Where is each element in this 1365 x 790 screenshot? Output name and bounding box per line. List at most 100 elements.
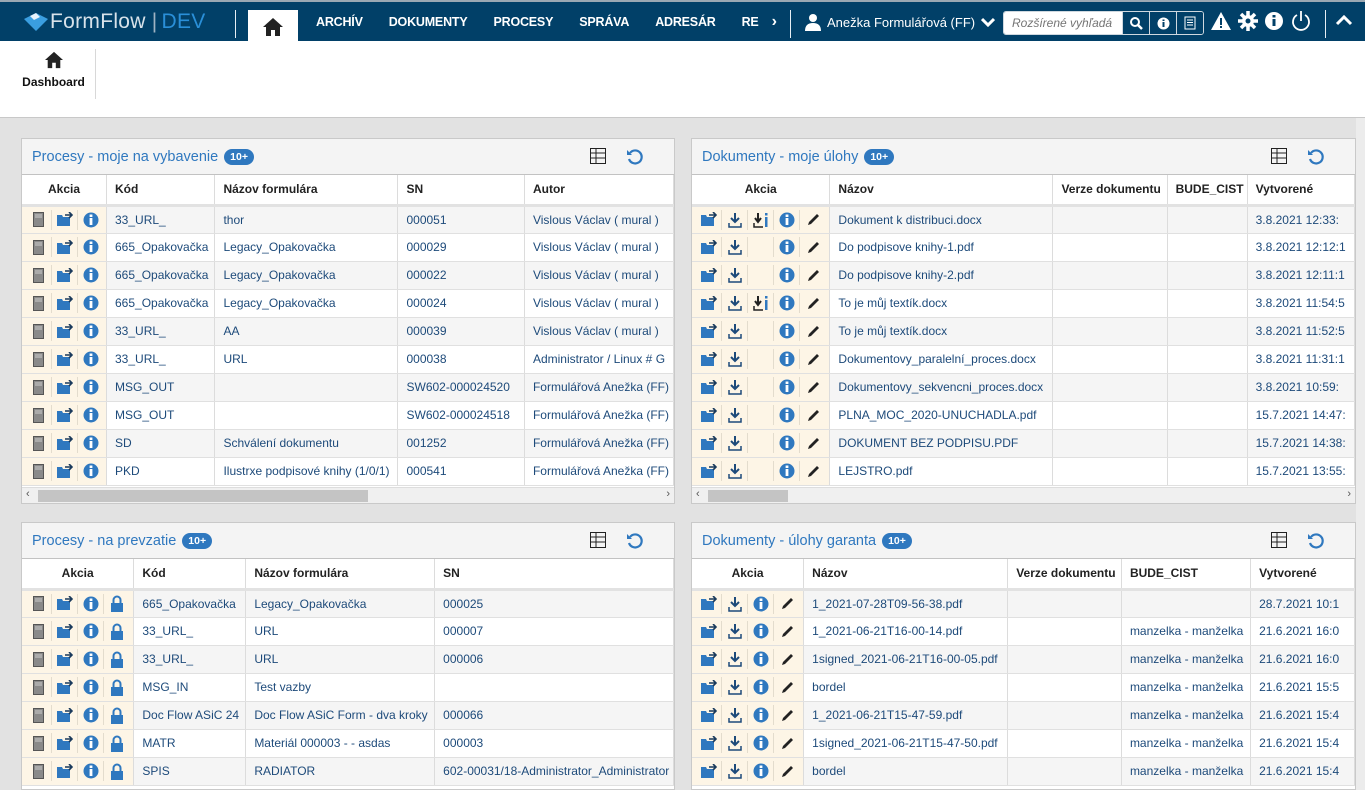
folder-swap-icon[interactable]	[52, 705, 78, 725]
table-row[interactable]: SD Schválení dokumentu 001252 Formulářová A…	[22, 429, 674, 458]
table-cell[interactable]: 1_2021-06-21T16-00-14.pdf	[803, 617, 1009, 646]
refresh-icon[interactable]	[626, 148, 644, 166]
folder-swap-icon[interactable]	[52, 593, 78, 614]
table-row[interactable]: MSG_OUT SW602-000024518 Formulářová Anežka…	[22, 401, 674, 430]
table-cell[interactable]: 665_Opakovačka	[133, 589, 247, 618]
info-icon[interactable]	[748, 677, 774, 697]
download-icon[interactable]	[722, 377, 748, 397]
table-columns-icon[interactable]	[1271, 532, 1287, 548]
warning-icon[interactable]	[1210, 11, 1232, 31]
table-cell[interactable]: Dokument k distribuci.docx	[829, 205, 1054, 234]
search-info-button[interactable]	[1149, 12, 1176, 34]
folder-swap-icon[interactable]	[696, 733, 722, 753]
info-icon[interactable]	[78, 705, 104, 725]
collapse-header-icon[interactable]	[1335, 14, 1353, 26]
table-cell[interactable]: 33_URL_	[106, 317, 216, 346]
table-row[interactable]: 665_Opakovačka Legacy_Opakovačka 000025	[22, 589, 674, 618]
info-icon[interactable]	[78, 405, 104, 425]
table-cell[interactable]: Do podpisove knihy-2.pdf	[829, 261, 1054, 290]
edit-icon[interactable]	[800, 293, 826, 313]
document-icon[interactable]	[26, 293, 52, 313]
document-icon[interactable]	[26, 377, 52, 397]
table-row[interactable]: Dokument k distribuci.docx 3.8.2021 12:33…	[692, 205, 1355, 234]
scroll-right-icon[interactable]: ›	[666, 488, 670, 500]
column-header[interactable]: Kód	[106, 175, 216, 207]
document-icon[interactable]	[26, 705, 52, 725]
document-icon[interactable]	[26, 649, 52, 669]
horizontal-scrollbar[interactable]: ‹ ›	[692, 487, 1355, 503]
column-header[interactable]: Akcia	[22, 559, 135, 591]
table-row[interactable]: MATR Materiál 000003 - - asdas 000003	[22, 729, 674, 758]
scrollbar-thumb[interactable]	[708, 490, 788, 502]
gear-icon[interactable]	[1238, 11, 1258, 31]
document-icon[interactable]	[26, 349, 52, 369]
panel-title[interactable]: Procesy - moje na vybavenie	[32, 148, 219, 165]
download-icon[interactable]	[722, 649, 748, 669]
download-icon[interactable]	[722, 293, 748, 313]
table-row[interactable]: 33_URL_ URL 000006	[22, 645, 674, 674]
table-columns-icon[interactable]	[590, 532, 606, 548]
table-row[interactable]: bordel manzelka - manželka 21.6.2021 15:4	[692, 757, 1355, 786]
edit-icon[interactable]	[774, 705, 800, 725]
refresh-icon[interactable]	[1307, 532, 1325, 550]
dashboard-button[interactable]: Dashboard	[12, 49, 96, 99]
info-icon[interactable]	[774, 461, 800, 481]
refresh-icon[interactable]	[626, 532, 644, 550]
edit-icon[interactable]	[800, 349, 826, 369]
edit-icon[interactable]	[774, 649, 800, 669]
info-icon[interactable]	[748, 649, 774, 669]
document-icon[interactable]	[26, 761, 52, 781]
search-input[interactable]	[1004, 12, 1122, 34]
folder-swap-icon[interactable]	[52, 733, 78, 753]
nav-scroll-right-icon[interactable]: ›	[771, 13, 777, 30]
table-cell[interactable]: SD	[106, 429, 216, 458]
folder-swap-icon[interactable]	[52, 461, 78, 481]
nav-sprava[interactable]: SPRÁVA	[579, 15, 630, 29]
edit-icon[interactable]	[774, 677, 800, 697]
horizontal-scrollbar[interactable]: ‹ ›	[22, 487, 674, 503]
lock-icon[interactable]	[104, 733, 130, 753]
download-info-icon[interactable]	[748, 293, 774, 313]
scrollbar-thumb[interactable]	[38, 490, 368, 502]
folder-swap-icon[interactable]	[52, 265, 78, 285]
folder-swap-icon[interactable]	[696, 621, 722, 641]
folder-swap-icon[interactable]	[52, 405, 78, 425]
info-icon[interactable]	[78, 593, 104, 614]
info-icon[interactable]	[78, 349, 104, 369]
document-icon[interactable]	[26, 593, 52, 614]
table-cell[interactable]: SPIS	[133, 757, 247, 786]
folder-swap-icon[interactable]	[696, 677, 722, 697]
folder-swap-icon[interactable]	[52, 377, 78, 397]
document-icon[interactable]	[26, 461, 52, 481]
info-icon[interactable]	[78, 649, 104, 669]
table-columns-icon[interactable]	[590, 148, 606, 164]
table-row[interactable]: To je můj textík.docx 3.8.2021 11:52:5	[692, 317, 1355, 346]
table-row[interactable]: DOKUMENT BEZ PODPISU.PDF 15.7.2021 14:38:	[692, 429, 1355, 458]
edit-icon[interactable]	[774, 761, 800, 781]
panel-title[interactable]: Dokumenty - úlohy garanta	[702, 532, 877, 549]
column-header[interactable]: Názov	[803, 559, 1009, 591]
table-row[interactable]: 1_2021-06-21T15-47-59.pdf manzelka - manž…	[692, 701, 1355, 730]
info-icon[interactable]	[748, 705, 774, 725]
edit-icon[interactable]	[800, 265, 826, 285]
nav-dokumenty[interactable]: DOKUMENTY	[388, 15, 468, 29]
info-icon[interactable]	[774, 349, 800, 369]
folder-swap-icon[interactable]	[696, 649, 722, 669]
column-header[interactable]: BUDE_CIST	[1121, 559, 1252, 591]
folder-swap-icon[interactable]	[52, 649, 78, 669]
info-icon[interactable]	[78, 461, 104, 481]
download-icon[interactable]	[722, 405, 748, 425]
table-cell[interactable]: PLNA_MOC_2020-UNUCHADLA.pdf	[829, 401, 1054, 430]
table-row[interactable]: 33_URL_ URL 000038 Administrator / Linux # …	[22, 345, 674, 374]
folder-swap-icon[interactable]	[696, 237, 722, 257]
download-icon[interactable]	[722, 237, 748, 257]
table-row[interactable]: Do podpisove knihy-2.pdf 3.8.2021 12:11:1	[692, 261, 1355, 290]
info-icon[interactable]	[774, 237, 800, 257]
folder-swap-icon[interactable]	[52, 433, 78, 453]
table-row[interactable]: SPIS RADIATOR 602-00031/18-Administrator_A…	[22, 757, 674, 786]
folder-swap-icon[interactable]	[696, 321, 722, 341]
table-cell[interactable]: 665_Opakovačka	[106, 261, 216, 290]
table-cell[interactable]: Doc Flow ASiC 24	[133, 701, 247, 730]
download-info-icon[interactable]	[748, 209, 774, 230]
panel-title[interactable]: Dokumenty - moje úlohy	[702, 148, 859, 165]
